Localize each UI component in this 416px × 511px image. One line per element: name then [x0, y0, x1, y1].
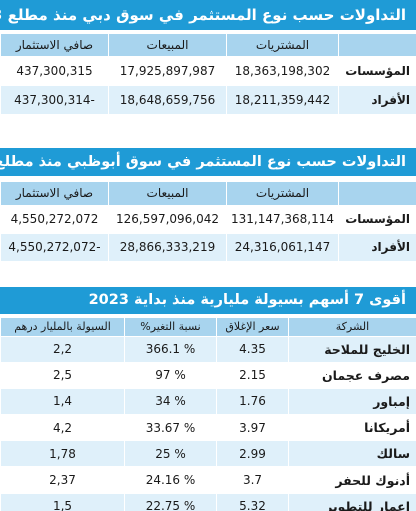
- table-row: سالك 2.99 % 25 1,78: [0, 440, 416, 468]
- header-sales: المبيعات: [108, 34, 227, 57]
- header-change: نسبة التغير%: [124, 318, 217, 337]
- cell-close: 2.15: [216, 362, 289, 389]
- cell-company: سالك: [288, 440, 416, 468]
- cell-net: -4,550,272,072: [0, 233, 109, 262]
- dubai-section-title: التداولات حسب نوع المستثمر في سوق دبي من…: [0, 0, 416, 30]
- cell-close: 3.97: [216, 414, 289, 442]
- cell-company: مصرف عجمان: [288, 362, 416, 389]
- table-row: إمباور 1.76 % 34 1,4: [0, 388, 416, 416]
- table-header-row: المشتريات المبيعات صافي الاستثمار: [0, 182, 416, 206]
- cell-change: % 34: [124, 388, 217, 416]
- cell-close: 1.76: [216, 388, 289, 416]
- cell-purchases: 18,211,359,442: [226, 85, 339, 115]
- cell-sales: 18,648,659,756: [108, 85, 227, 115]
- table-header-row: المشتريات المبيعات صافي الاستثمار: [0, 34, 416, 57]
- abudhabi-section-title: التداولات حسب نوع المستثمر في سوق أبوظبي…: [0, 148, 416, 176]
- cell-liquidity: 1,4: [0, 388, 125, 416]
- table-row: أمريكانا 3.97 % 33.67 4,2: [0, 414, 416, 442]
- header-purchases: المشتريات: [226, 182, 339, 206]
- cell-close: 4.35: [216, 336, 289, 363]
- cell-close: 5.32: [216, 493, 289, 511]
- row-label: الأفراد: [338, 233, 416, 262]
- cell-net: -437,300,314: [0, 85, 109, 115]
- cell-net: 4,550,272,072: [0, 205, 109, 234]
- cell-sales: 17,925,897,987: [108, 56, 227, 86]
- cell-change: % 25: [124, 440, 217, 468]
- header-liquidity: السيولة بالمليار درهم: [0, 318, 125, 337]
- table-row: الخليج للملاحة 4.35 % 366.1 2,2: [0, 336, 416, 363]
- stocks-section-title: أقوى 7 أسهم بسيولة مليارية منذ بداية 202…: [0, 287, 416, 314]
- table-row: الأفراد 24,316,061,147 28,866,333,219 -4…: [0, 233, 416, 262]
- cell-purchases: 24,316,061,147: [226, 233, 339, 262]
- dubai-investor-table: المشتريات المبيعات صافي الاستثمار المؤسس…: [0, 34, 416, 115]
- header-sales: المبيعات: [108, 182, 227, 206]
- cell-liquidity: 1,78: [0, 440, 125, 468]
- cell-company: الخليج للملاحة: [288, 336, 416, 363]
- table-row: إعمار للتطوير 5.32 % 22.75 1,5: [0, 493, 416, 511]
- cell-net: 437,300,315: [0, 56, 109, 86]
- abudhabi-investor-table: المشتريات المبيعات صافي الاستثمار المؤسس…: [0, 182, 416, 262]
- header-company: الشركة: [288, 318, 416, 337]
- table-row: المؤسسات 18,363,198,302 17,925,897,987 4…: [0, 56, 416, 86]
- table-row: المؤسسات 131,147,368,114 126,597,096,042…: [0, 205, 416, 234]
- cell-change: % 22.75: [124, 493, 217, 511]
- table-row: الأفراد 18,211,359,442 18,648,659,756 -4…: [0, 85, 416, 115]
- cell-company: أدنوك للحفر: [288, 466, 416, 494]
- header-net: صافي الاستثمار: [0, 182, 109, 206]
- cell-change: % 366.1: [124, 336, 217, 363]
- cell-purchases: 131,147,368,114: [226, 205, 339, 234]
- cell-liquidity: 2,5: [0, 362, 125, 389]
- cell-sales: 126,597,096,042: [108, 205, 227, 234]
- header-corner: [338, 34, 416, 57]
- table-header-row: الشركة سعر الإغلاق نسبة التغير% السيولة …: [0, 318, 416, 337]
- header-corner: [338, 182, 416, 206]
- cell-liquidity: 1,5: [0, 493, 125, 511]
- cell-company: إعمار للتطوير: [288, 493, 416, 511]
- top-stocks-table: الشركة سعر الإغلاق نسبة التغير% السيولة …: [0, 318, 416, 511]
- cell-change: % 97: [124, 362, 217, 389]
- row-label: المؤسسات: [338, 56, 416, 86]
- cell-close: 2.99: [216, 440, 289, 468]
- cell-close: 3.7: [216, 466, 289, 494]
- table-row: مصرف عجمان 2.15 % 97 2,5: [0, 362, 416, 389]
- header-purchases: المشتريات: [226, 34, 339, 57]
- cell-liquidity: 2,2: [0, 336, 125, 363]
- row-label: الأفراد: [338, 85, 416, 115]
- cell-sales: 28,866,333,219: [108, 233, 227, 262]
- cell-purchases: 18,363,198,302: [226, 56, 339, 86]
- cell-change: % 33.67: [124, 414, 217, 442]
- cell-company: إمباور: [288, 388, 416, 416]
- cell-liquidity: 4,2: [0, 414, 125, 442]
- header-net: صافي الاستثمار: [0, 34, 109, 57]
- table-row: أدنوك للحفر 3.7 % 24.16 2,37: [0, 466, 416, 494]
- cell-company: أمريكانا: [288, 414, 416, 442]
- header-close: سعر الإغلاق: [216, 318, 289, 337]
- cell-change: % 24.16: [124, 466, 217, 494]
- row-label: المؤسسات: [338, 205, 416, 234]
- cell-liquidity: 2,37: [0, 466, 125, 494]
